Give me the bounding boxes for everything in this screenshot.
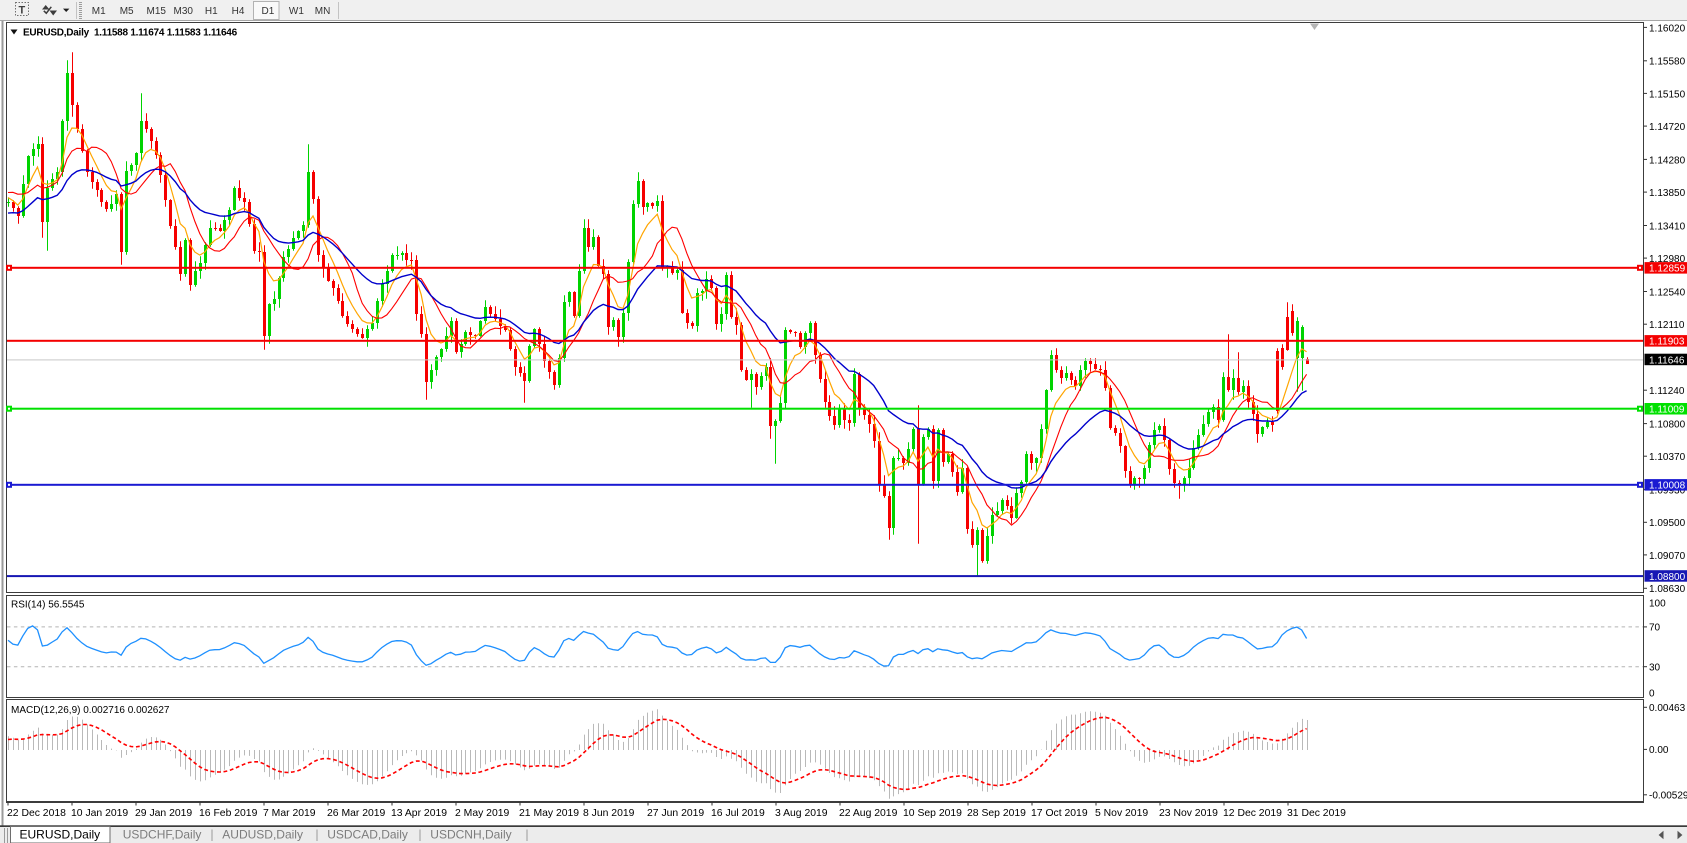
svg-text:USDCNH,Daily: USDCNH,Daily [430,828,511,842]
svg-text:1.08800: 1.08800 [1649,572,1686,583]
svg-text:1.12540: 1.12540 [1649,287,1686,298]
svg-text:1.11009: 1.11009 [1649,405,1685,416]
svg-text:USDCHF,Daily: USDCHF,Daily [123,828,202,842]
svg-text:22 Dec 2018: 22 Dec 2018 [7,808,66,819]
svg-text:1.09930: 1.09930 [1649,486,1686,497]
svg-text:1.11903: 1.11903 [1649,337,1685,348]
svg-text:H4: H4 [232,6,245,17]
svg-text:USDCAD,Daily: USDCAD,Daily [327,828,408,842]
svg-text:1.14280: 1.14280 [1649,155,1686,166]
svg-text:29 Jan 2019: 29 Jan 2019 [135,808,192,819]
svg-text:AUDUSD,Daily: AUDUSD,Daily [222,828,303,842]
svg-text:13 Apr 2019: 13 Apr 2019 [391,808,447,819]
svg-text:1.09500: 1.09500 [1649,518,1686,529]
svg-text:D1: D1 [262,6,275,17]
svg-text:2 May 2019: 2 May 2019 [455,808,510,819]
svg-text:3 Aug 2019: 3 Aug 2019 [775,808,828,819]
svg-text:27 Jun 2019: 27 Jun 2019 [647,808,704,819]
svg-text:70: 70 [1649,623,1661,634]
svg-text:1.08630: 1.08630 [1649,584,1686,595]
svg-text:1.10800: 1.10800 [1649,420,1686,431]
svg-text:100: 100 [1649,599,1666,610]
svg-text:5 Nov 2019: 5 Nov 2019 [1095,808,1148,819]
svg-text:8 Jun 2019: 8 Jun 2019 [583,808,635,819]
svg-text:22 Aug 2019: 22 Aug 2019 [839,808,898,819]
svg-text:EURUSD,Daily: EURUSD,Daily [20,828,101,842]
svg-text:16 Feb 2019: 16 Feb 2019 [199,808,258,819]
svg-text:31 Dec 2019: 31 Dec 2019 [1287,808,1346,819]
svg-text:1.12859: 1.12859 [1649,264,1686,275]
svg-text:10 Sep 2019: 10 Sep 2019 [903,808,962,819]
svg-text:1.12980: 1.12980 [1649,254,1686,265]
svg-text:-0.005299: -0.005299 [1649,791,1687,802]
svg-text:28 Sep 2019: 28 Sep 2019 [967,808,1026,819]
svg-text:1.15580: 1.15580 [1649,57,1686,68]
svg-text:H1: H1 [205,6,218,17]
svg-text:1.14720: 1.14720 [1649,122,1686,133]
svg-text:7 Mar 2019: 7 Mar 2019 [263,808,316,819]
svg-text:M30: M30 [174,6,194,17]
svg-text:1.09070: 1.09070 [1649,551,1686,562]
svg-text:EURUSD,Daily 1.11588 1.11674: EURUSD,Daily 1.11588 1.11674 1.11583 1.1… [23,28,238,39]
svg-text:1.10008: 1.10008 [1649,481,1686,492]
svg-text:10 Jan 2019: 10 Jan 2019 [71,808,128,819]
svg-text:1.15150: 1.15150 [1649,89,1686,100]
svg-text:1.13410: 1.13410 [1649,221,1686,232]
svg-text:23 Nov 2019: 23 Nov 2019 [1159,808,1218,819]
svg-text:T: T [19,5,26,17]
svg-text:0.00463: 0.00463 [1649,703,1686,714]
svg-text:1.10370: 1.10370 [1649,452,1686,463]
svg-text:21 May 2019: 21 May 2019 [519,808,579,819]
svg-text:12 Dec 2019: 12 Dec 2019 [1223,808,1282,819]
svg-text:M15: M15 [147,6,167,17]
svg-text:MACD(12,26,9) 0.002716 0.00262: MACD(12,26,9) 0.002716 0.002627 [11,705,170,716]
svg-text:1.16020: 1.16020 [1649,23,1686,34]
svg-text:16 Jul 2019: 16 Jul 2019 [711,808,765,819]
svg-text:1.13850: 1.13850 [1649,188,1686,199]
svg-text:1.11646: 1.11646 [1649,355,1685,366]
svg-text:1.12110: 1.12110 [1649,320,1685,331]
svg-text:30: 30 [1649,662,1661,673]
svg-text:M1: M1 [92,6,106,17]
svg-text:M5: M5 [120,6,134,17]
svg-text:MN: MN [315,6,331,17]
svg-text:0: 0 [1649,688,1655,699]
svg-text:17 Oct 2019: 17 Oct 2019 [1031,808,1088,819]
svg-text:W1: W1 [289,6,304,17]
svg-text:RSI(14) 56.5545: RSI(14) 56.5545 [11,600,85,611]
svg-text:1.11240: 1.11240 [1649,386,1685,397]
svg-text:0.00: 0.00 [1649,745,1669,756]
svg-text:26 Mar 2019: 26 Mar 2019 [327,808,386,819]
